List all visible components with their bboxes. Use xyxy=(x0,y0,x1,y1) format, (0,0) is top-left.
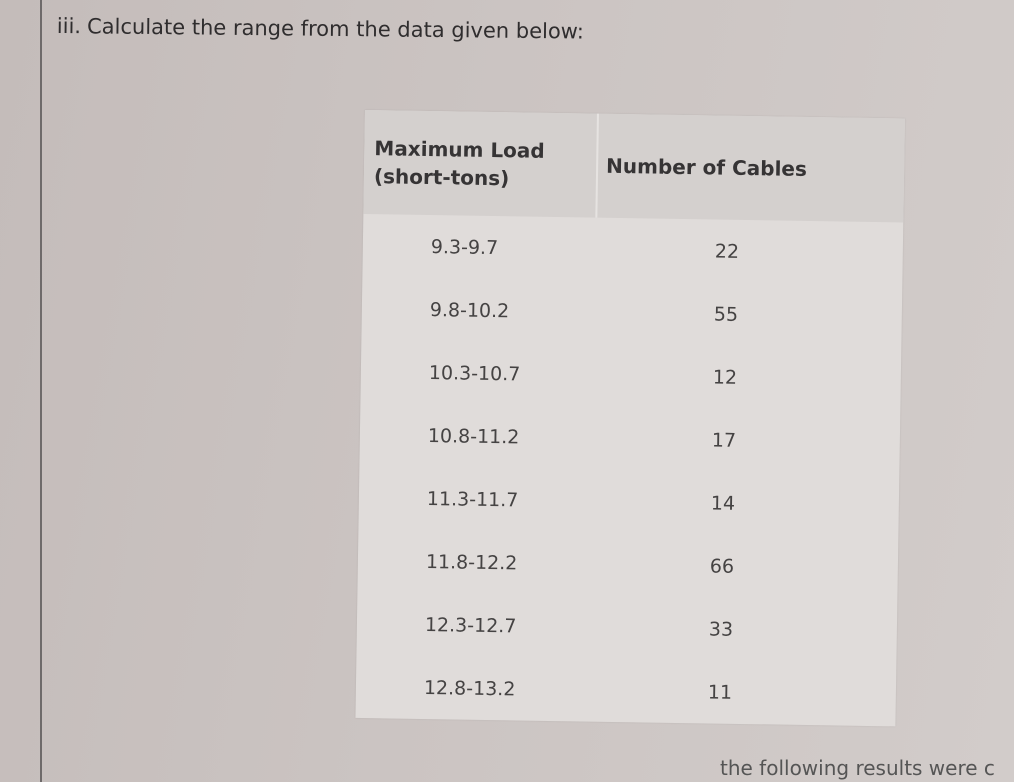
load-cell: 9.8-10.2 xyxy=(429,298,510,322)
header-number-of-cables: Number of Cables xyxy=(595,113,905,223)
question: iii. Calculate the range from the data gi… xyxy=(57,14,584,44)
cables-cell: 55 xyxy=(713,303,739,326)
table-row: 11.8-12.2 66 xyxy=(357,529,898,600)
table-row: 11.3-11.7 14 xyxy=(358,466,899,537)
table-row: 10.8-11.2 17 xyxy=(359,403,900,474)
table-row: 9.8-10.2 55 xyxy=(361,277,902,348)
cables-cell: 66 xyxy=(709,554,735,578)
cables-cell: 22 xyxy=(714,240,740,263)
cables-cell: 17 xyxy=(711,428,737,452)
cables-cell: 14 xyxy=(710,491,736,515)
question-number: iii. xyxy=(56,14,82,39)
header-maximum-load: Maximum Load (short-tons) xyxy=(373,136,545,191)
load-cell: 9.3-9.7 xyxy=(430,235,499,259)
margin-line xyxy=(40,0,42,782)
load-cell: 11.3-11.7 xyxy=(426,487,519,511)
cables-cell: 11 xyxy=(707,680,733,704)
cables-cell: 33 xyxy=(708,617,734,641)
footer-text: the following results were c xyxy=(720,756,995,780)
table-row: 9.3-9.7 22 xyxy=(362,214,903,285)
load-cell: 10.3-10.7 xyxy=(428,361,521,385)
table-row: 10.3-10.7 12 xyxy=(360,340,901,411)
data-table: Maximum Load (short-tons) Number of Cabl… xyxy=(355,110,905,727)
load-cell: 10.8-11.2 xyxy=(427,424,520,448)
question-text: Calculate the range from the data given … xyxy=(86,14,584,44)
load-cell: 11.8-12.2 xyxy=(425,550,518,574)
load-cell: 12.3-12.7 xyxy=(424,613,517,637)
table-header: Maximum Load (short-tons) Number of Cabl… xyxy=(363,110,905,223)
load-cell: 12.8-13.2 xyxy=(423,676,516,700)
table-row: 12.3-12.7 33 xyxy=(356,592,897,663)
cables-cell: 12 xyxy=(712,365,738,389)
table-row: 12.8-13.2 11 xyxy=(355,655,896,726)
